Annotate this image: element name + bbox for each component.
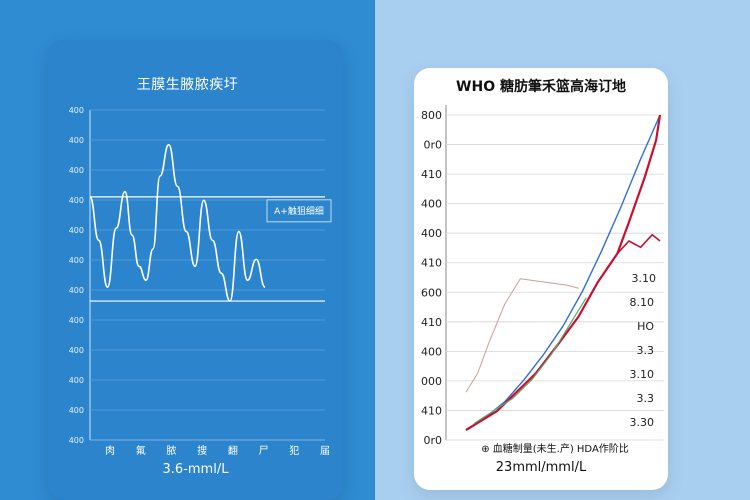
- left-x-tick-label: 氟: [136, 444, 146, 457]
- right-y-tick-label: 410: [421, 316, 442, 329]
- left-x-tick-label: 肉: [105, 444, 115, 457]
- left-y-ticks: 400 400 400 400 400 400 400 400 400 400 400 400: [69, 106, 84, 445]
- right-series-blue: [465, 114, 661, 431]
- right-gridlines: [445, 105, 664, 441]
- right-y-tick-label: 410: [421, 168, 442, 181]
- left-y-tick-label: 400: [69, 376, 84, 385]
- left-x-tick-label: 脓: [166, 445, 176, 457]
- right-y-tick-label: 410: [421, 257, 442, 270]
- left-series: [89, 143, 266, 302]
- right-annotation: 3.3: [637, 392, 655, 405]
- right-y-tick-label: 000: [421, 375, 442, 388]
- right-series-red-branch: [616, 233, 661, 255]
- right-annotations: 3.10 8.10 HO 3.3 3.10 3.3 3.30: [630, 272, 657, 429]
- left-x-tick-label: 届: [320, 445, 330, 457]
- right-series-green: [473, 297, 587, 425]
- right-y-tick-label: 410: [421, 404, 442, 417]
- right-y-tick-label: 800: [421, 109, 442, 122]
- left-y-tick-label: 400: [69, 316, 84, 325]
- left-y-tick-label: 400: [69, 436, 84, 445]
- right-chart-title: WHO 糖肪筆禾篮高海订地: [456, 79, 626, 95]
- left-reference-label-text: A+触狙细细: [274, 205, 324, 217]
- left-reference-lines: [90, 196, 325, 302]
- right-annotation: 3.3: [637, 344, 655, 357]
- left-y-tick-label: 400: [69, 256, 84, 265]
- right-y-tick-label: 400: [421, 198, 442, 211]
- left-reference-label-box: [266, 199, 332, 223]
- left-x-tick-label: 搜: [197, 444, 207, 457]
- left-y-tick-label: 400: [69, 136, 84, 145]
- left-y-tick-label: 400: [69, 166, 84, 175]
- left-y-tick-label: 400: [69, 196, 84, 205]
- right-annotation: 8.10: [630, 296, 655, 309]
- right-y-tick-label: 600: [421, 286, 442, 299]
- right-series: [465, 114, 662, 431]
- left-x-tick-label: 翻: [228, 445, 238, 457]
- right-annotation: 3.10: [632, 272, 657, 285]
- right-legend-text: ⊕ 血糖制量(未生.产) HDA作阶比: [481, 442, 629, 455]
- right-y-tick-label: 400: [421, 227, 442, 240]
- right-y-tick-label: 0r0: [423, 434, 442, 447]
- left-y-tick-label: 400: [69, 406, 84, 415]
- left-reference-label: A+触狙细细: [266, 199, 332, 223]
- right-chart-card: [414, 68, 668, 490]
- right-series-pink: [465, 278, 579, 393]
- right-y-tick-label: 0r0: [423, 139, 442, 152]
- left-chart-title: 王膜生腋脓疾圩: [136, 77, 239, 93]
- left-series-line: [89, 143, 266, 302]
- left-gridlines: [89, 109, 325, 441]
- left-x-tick-label: 尸: [259, 445, 269, 457]
- left-y-tick-label: 400: [69, 226, 84, 235]
- left-y-tick-label: 400: [69, 106, 84, 115]
- left-unit-label: 3.6-mml/L: [162, 462, 229, 477]
- left-chart-card: [48, 40, 343, 500]
- right-y-ticks: 800 0r0 410 400 400 410 600 410 400 000 410 0r0: [421, 109, 442, 447]
- right-unit-label: 23mml/mml/L: [495, 460, 587, 475]
- left-y-tick-label: 400: [69, 346, 84, 355]
- right-series-red: [465, 114, 662, 431]
- right-annotation: HO: [637, 320, 654, 333]
- right-y-tick-label: 400: [421, 345, 442, 358]
- right-annotation: 3.30: [630, 416, 655, 429]
- left-y-tick-label: 400: [69, 286, 84, 295]
- right-legend: ⊕ 血糖制量(未生.产) HDA作阶比: [481, 442, 629, 455]
- right-annotation: 3.10: [630, 368, 655, 381]
- left-x-tick-label: 犯: [289, 445, 299, 457]
- left-x-ticks: 肉氟脓搜翻尸犯届: [105, 444, 330, 457]
